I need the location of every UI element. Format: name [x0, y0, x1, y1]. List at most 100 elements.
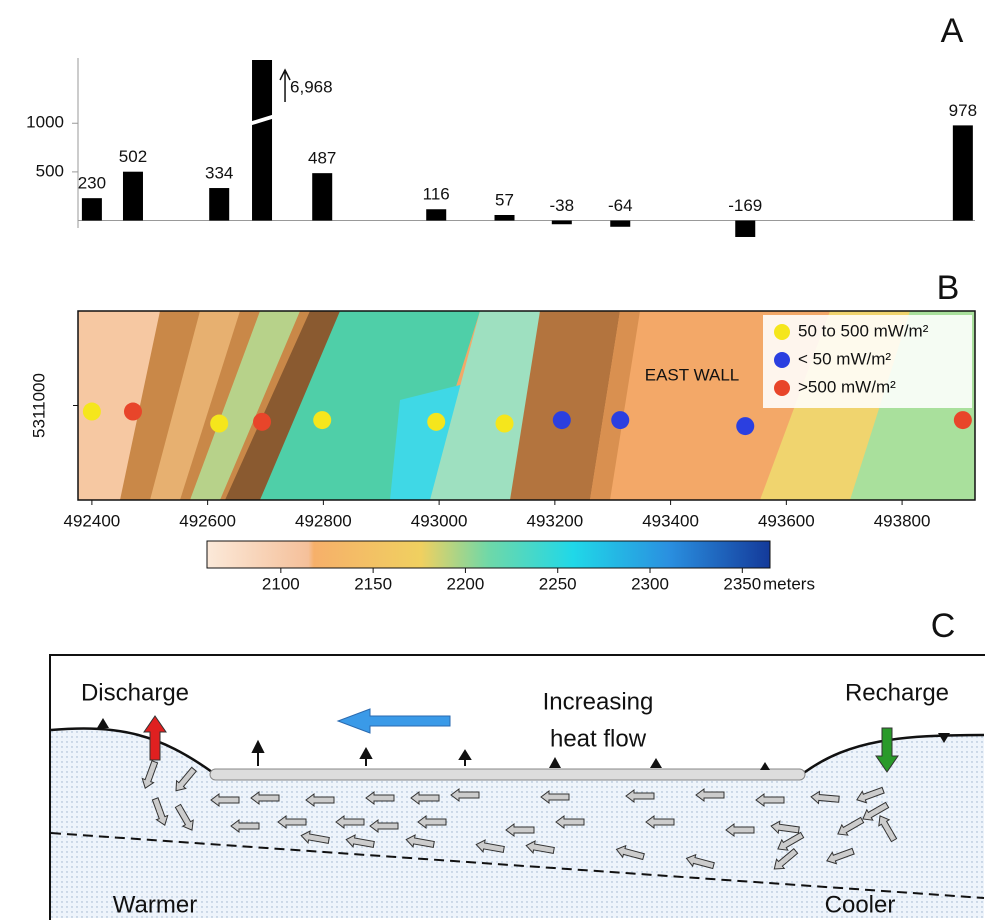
flow-vector — [770, 820, 800, 835]
bars — [81, 60, 973, 237]
bar — [610, 220, 631, 227]
value-label: 487 — [308, 149, 336, 168]
legend-label: >500 mW/m² — [798, 377, 896, 396]
colorbar-tick-label: 2250 — [539, 574, 577, 593]
point — [736, 417, 755, 436]
y-tick-label: 1000 — [26, 113, 64, 132]
axis-break — [249, 114, 276, 126]
flow-vector — [277, 815, 307, 829]
value-label: 57 — [495, 190, 514, 209]
point — [427, 412, 446, 431]
point — [552, 411, 571, 430]
flow-vector — [862, 801, 890, 821]
value-label: -169 — [728, 196, 762, 215]
flow-vector — [725, 823, 755, 837]
sediment-cover — [209, 768, 806, 781]
bar — [952, 125, 973, 221]
value-label: 978 — [949, 101, 977, 120]
x-tick-label: 492400 — [64, 511, 121, 530]
y-tick-label: 5311000 — [29, 373, 48, 438]
value-label: 230 — [78, 174, 106, 193]
flow-vector — [250, 791, 280, 805]
flow-vector — [174, 803, 194, 831]
flow-vector — [555, 815, 585, 829]
flow-vector — [777, 831, 805, 851]
panel-a: 500 1000 230 502 334 6,968 487 116 57 -38 -64 -169 9… — [26, 60, 977, 237]
panel-title: C — [931, 607, 956, 645]
point — [123, 402, 142, 421]
colorbar-tick-label: 2350 — [723, 574, 761, 593]
bar — [426, 209, 447, 221]
flow-vector — [525, 840, 555, 854]
bar — [122, 171, 143, 221]
colorbar-tick-label: 2100 — [262, 574, 300, 593]
legend-marker — [774, 352, 790, 368]
colorbar-tick-label: 2150 — [354, 574, 392, 593]
flow-vector — [417, 815, 447, 829]
flow-vector — [405, 834, 435, 848]
bar — [252, 60, 273, 221]
flow-vector — [878, 815, 898, 843]
flow-vector — [645, 815, 675, 829]
value-label: 334 — [205, 164, 233, 183]
recharge-arrow — [875, 727, 899, 773]
value-label: 116 — [423, 185, 450, 204]
value-label: 6,968 — [290, 77, 333, 96]
colorbar-label: meters — [763, 574, 815, 593]
flow-vector — [365, 791, 395, 805]
x-tick-label: 492800 — [295, 511, 352, 530]
panel-title: A — [941, 12, 964, 50]
point — [253, 412, 272, 431]
flow-vector — [826, 847, 855, 865]
label: Increasing — [543, 688, 654, 715]
flow-vector — [345, 834, 375, 848]
flow-vector — [410, 791, 440, 805]
flow-vector — [335, 815, 365, 829]
label: Cooler — [825, 891, 896, 918]
flow-vector — [755, 793, 785, 807]
x-tick-label: 492600 — [179, 511, 236, 530]
value-label: -38 — [550, 196, 575, 215]
discharge-arrow — [143, 715, 167, 761]
flow-vector — [695, 788, 725, 802]
flow-vector — [540, 790, 570, 804]
panel-title: B — [937, 269, 960, 307]
x-tick-label: 493200 — [526, 511, 583, 530]
legend-marker — [774, 324, 790, 340]
legend-box — [763, 315, 972, 408]
flow-vector — [505, 823, 535, 837]
label: Discharge — [81, 679, 189, 706]
flow-vector — [151, 797, 169, 826]
legend-label: 50 to 500 mW/m² — [798, 321, 929, 340]
flow-arrow — [336, 708, 451, 734]
flow-vector — [615, 844, 645, 861]
bar — [735, 220, 756, 237]
flow-vector — [230, 819, 260, 833]
x-tick-label: 493400 — [642, 511, 699, 530]
value-label: -64 — [608, 196, 633, 215]
flow-vector — [175, 766, 198, 792]
point — [611, 411, 630, 430]
label: heat flow — [550, 725, 647, 752]
label: Recharge — [845, 679, 949, 706]
bar — [494, 214, 515, 221]
bar — [81, 198, 102, 221]
flow-vector — [369, 819, 399, 833]
colorbar-tick-label: 2300 — [631, 574, 669, 593]
colorbar-tick-label: 2200 — [447, 574, 485, 593]
value-label: 502 — [119, 147, 147, 166]
point — [313, 411, 332, 430]
vents — [97, 718, 950, 770]
flow-vector — [685, 853, 715, 870]
flow-vector — [305, 793, 335, 807]
flow-vector — [773, 847, 799, 870]
point — [210, 414, 229, 433]
legend-marker — [774, 380, 790, 396]
flow-vector — [625, 789, 655, 803]
colorbar — [206, 540, 771, 569]
overflow-arrow — [279, 68, 291, 102]
point — [495, 414, 514, 433]
flow-vector — [856, 786, 885, 804]
flow-vector — [475, 839, 505, 853]
